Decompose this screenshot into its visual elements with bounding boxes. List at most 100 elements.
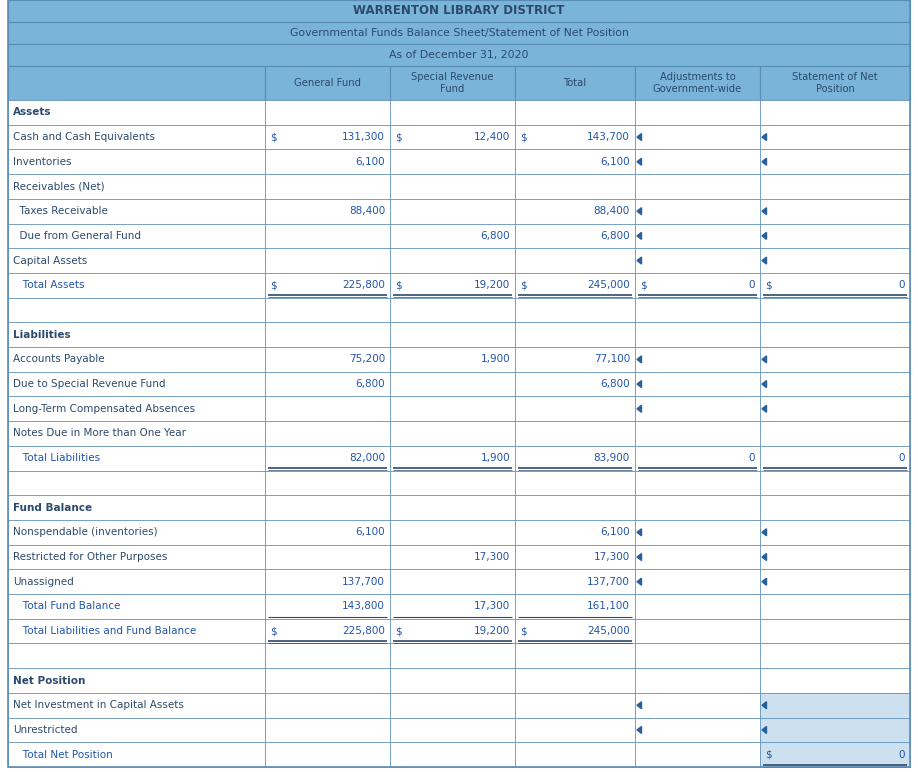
Text: 19,200: 19,200 [474,626,510,636]
Text: 75,200: 75,200 [349,354,385,364]
Bar [515,224,635,249]
Bar [390,669,515,693]
Text: $: $ [520,280,527,290]
Bar [515,496,635,520]
Text: Cash and Cash Equivalents: Cash and Cash Equivalents [13,132,155,142]
Bar [8,619,265,644]
Bar [635,323,760,347]
Bar [635,273,760,298]
Bar [635,446,760,471]
Bar [760,125,910,150]
Bar [760,471,910,496]
Text: 161,100: 161,100 [588,601,630,611]
Bar [8,125,265,150]
Bar [515,422,635,446]
Text: Total Liabilities: Total Liabilities [13,453,100,463]
Text: 88,400: 88,400 [349,206,385,216]
Polygon shape [762,356,767,363]
Bar [515,471,635,496]
Text: 6,100: 6,100 [355,157,385,167]
Bar [8,446,265,471]
Bar [265,224,390,249]
Bar [8,397,265,422]
Text: 19,200: 19,200 [474,280,510,290]
Bar [760,446,910,471]
Polygon shape [637,529,642,536]
Bar [760,545,910,570]
Bar [515,446,635,471]
Text: Due to Special Revenue Fund: Due to Special Revenue Fund [13,379,165,389]
Bar [635,545,760,570]
Bar [515,743,635,767]
Polygon shape [637,578,642,585]
Bar [635,718,760,743]
Text: Total Net Position: Total Net Position [13,750,113,760]
Bar [390,619,515,644]
Bar [515,66,635,100]
Text: 17,300: 17,300 [474,552,510,562]
Bar [515,347,635,372]
Polygon shape [637,232,642,239]
Bar [265,520,390,545]
Bar [265,199,390,224]
Bar [760,743,910,767]
Polygon shape [637,405,642,412]
Bar [635,125,760,150]
Text: Total Assets: Total Assets [13,280,84,290]
Text: Fund Balance: Fund Balance [13,503,92,513]
Bar [515,174,635,199]
Text: $: $ [765,750,772,760]
Bar [760,594,910,619]
Text: 17,300: 17,300 [594,552,630,562]
Bar [515,372,635,397]
Bar [635,422,760,446]
Bar [265,125,390,150]
Bar [635,372,760,397]
Bar [635,669,760,693]
Bar [265,397,390,422]
Text: 1,900: 1,900 [480,453,510,463]
Bar [635,100,760,125]
Polygon shape [637,158,642,165]
Bar [515,150,635,174]
Bar [390,693,515,718]
Bar [515,298,635,323]
Bar [265,273,390,298]
Bar [8,22,910,44]
Text: 83,900: 83,900 [594,453,630,463]
Text: 0: 0 [899,750,905,760]
Text: Due from General Fund: Due from General Fund [13,231,141,241]
Text: Unrestricted: Unrestricted [13,725,77,735]
Bar [8,743,265,767]
Bar [265,323,390,347]
Text: 12,400: 12,400 [474,132,510,142]
Bar [760,693,910,718]
Text: 245,000: 245,000 [588,626,630,636]
Bar [760,644,910,669]
Text: 6,800: 6,800 [355,379,385,389]
Bar [515,718,635,743]
Bar [265,446,390,471]
Polygon shape [762,554,767,560]
Bar [390,718,515,743]
Bar [265,594,390,619]
Polygon shape [637,257,642,264]
Bar [390,471,515,496]
Bar [635,224,760,249]
Bar [635,594,760,619]
Text: $: $ [640,280,646,290]
Text: Net Position: Net Position [13,676,85,686]
Bar [390,644,515,669]
Bar [760,496,910,520]
Bar [515,249,635,273]
Bar [515,397,635,422]
Bar [8,496,265,520]
Bar [8,669,265,693]
Text: 6,100: 6,100 [355,527,385,537]
Bar [635,693,760,718]
Bar [760,323,910,347]
Polygon shape [762,578,767,585]
Polygon shape [762,702,767,709]
Text: $: $ [520,626,527,636]
Bar [515,100,635,125]
